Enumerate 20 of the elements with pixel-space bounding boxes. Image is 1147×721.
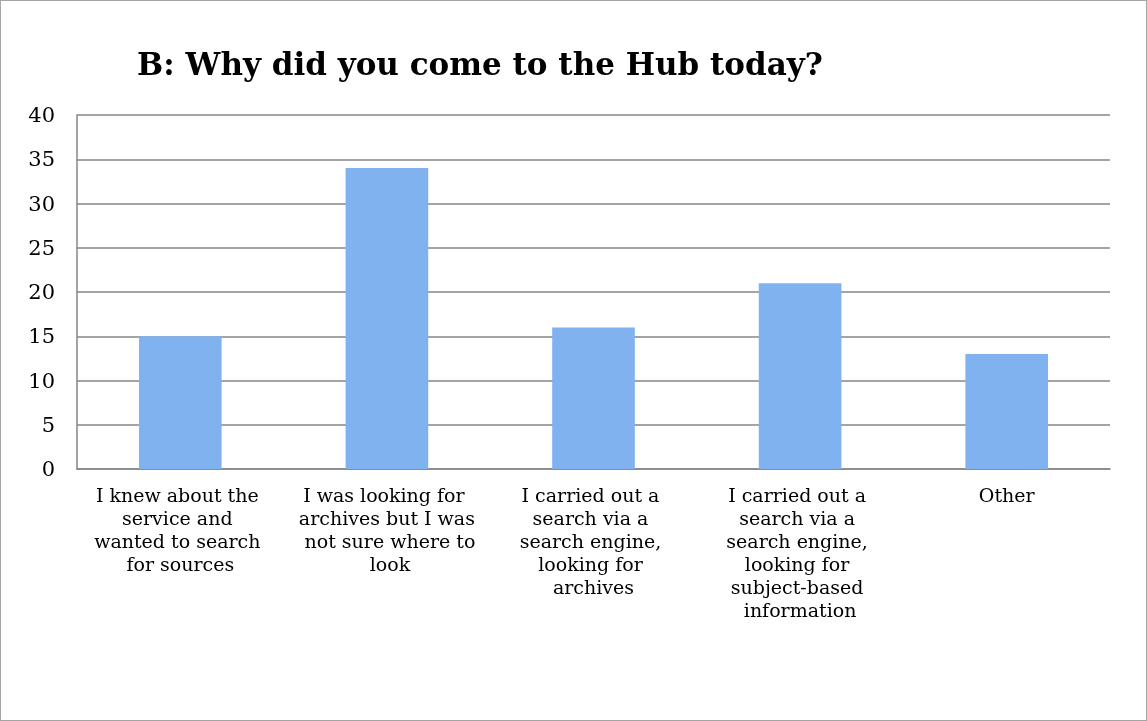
x-tick-label: I carried out a search via a search engine, looking for archives (519, 483, 668, 598)
bar (758, 283, 842, 469)
x-tick-label: Other (978, 483, 1036, 506)
x-tick-label: I carried out a search via a search engine, looking for subject-based information (726, 483, 874, 621)
y-tick-label: 0 (41, 457, 55, 481)
bar (138, 336, 222, 469)
y-tick-label: 35 (28, 147, 55, 172)
y-tick-label: 20 (28, 280, 55, 304)
y-tick-label: 40 (28, 103, 55, 127)
y-tick-label: 10 (28, 368, 55, 393)
bar (345, 168, 429, 469)
x-tick-label: I knew about the service and wanted to search for sources (94, 483, 267, 575)
x-tick-label: I was looking for archives but I was not sure where to look (298, 483, 476, 575)
bar (965, 353, 1049, 469)
chart-title: B: Why did you come to the Hub today? (137, 45, 823, 82)
bar (552, 327, 635, 469)
y-tick-label: 15 (28, 324, 55, 349)
y-tick-label: 25 (28, 235, 55, 260)
y-tick-label: 5 (41, 412, 55, 437)
y-tick-label: 30 (28, 191, 55, 216)
